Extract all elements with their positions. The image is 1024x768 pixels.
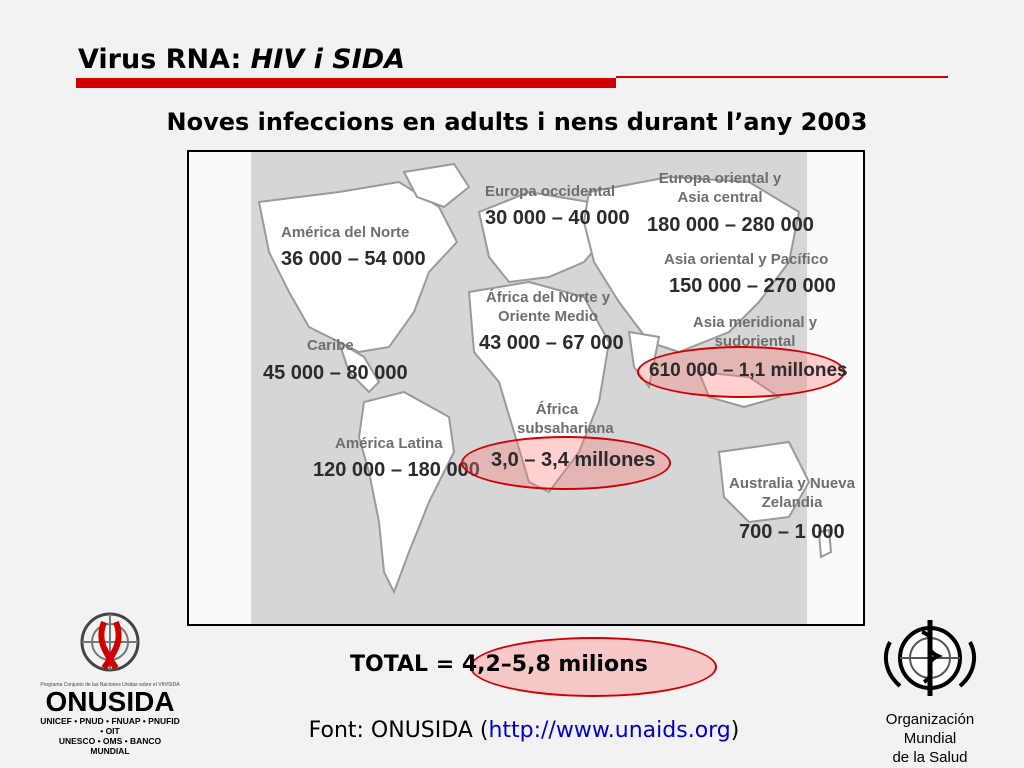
onusida-logo: Programa Conjunto de las Naciones Unidas… <box>40 608 180 756</box>
region-value-western-europe: 30 000 – 40 000 <box>485 207 630 229</box>
region-label-western-europe: Europa occidental <box>485 183 616 200</box>
who-name-line2: de la Salud <box>892 749 968 766</box>
onusida-name: ONUSIDA <box>45 686 175 717</box>
who-logo: Organización Mundial de la Salud <box>860 612 1000 767</box>
region-label-oceania: Australia y Nueva Zelandia <box>729 475 855 511</box>
region-label-eastern-europe: Europa oriental y Asia central <box>658 170 782 206</box>
onusida-small-text: Programa Conjunto de las Naciones Unidas… <box>40 682 180 688</box>
title-underline-thin <box>616 76 948 78</box>
onusida-emblem-icon <box>80 612 140 672</box>
who-emblem-icon <box>883 620 977 696</box>
world-map: América del Norte 36 000 – 54 000 Europa… <box>187 150 865 626</box>
source-link[interactable]: http://www.unaids.org <box>488 718 731 743</box>
region-value-north-america: 36 000 – 54 000 <box>281 248 426 270</box>
title-prefix: Virus RNA: <box>78 44 251 75</box>
subtitle: Noves infeccions en adults i nens durant… <box>166 108 868 136</box>
slide-title: Virus RNA: HIV i SIDA <box>78 44 405 75</box>
total-highlight-ellipse <box>470 637 717 697</box>
highlight-ellipse-south-asia <box>637 346 845 398</box>
title-underline-thick <box>76 78 616 88</box>
onusida-agencies-2: UNESCO • OMS • BANCO MUNDIAL <box>58 736 162 756</box>
title-italic: HIV i SIDA <box>250 44 406 75</box>
region-value-oceania: 700 – 1 000 <box>739 521 845 543</box>
region-value-east-asia: 150 000 – 270 000 <box>669 275 836 297</box>
total-value: 4,2–5,8 milions <box>461 652 648 677</box>
source-prefix: Font: ONUSIDA ( <box>308 718 489 743</box>
region-label-caribbean: Caribe <box>307 337 354 354</box>
region-label-east-asia: Asia oriental y Pacífico <box>664 251 829 268</box>
region-label-north-africa: África del Norte y Oriente Medio <box>485 289 611 325</box>
region-value-south-asia: 610 000 – 1,1 millones <box>649 360 848 381</box>
region-value-eastern-europe: 180 000 – 280 000 <box>647 214 814 236</box>
onusida-agencies-1: UNICEF • PNUD • FNUAP • PNUFID • OIT <box>40 716 180 736</box>
source-citation: Font: ONUSIDA (http://www.unaids.org) <box>0 718 1024 743</box>
total-line: TOTAL = 4,2–5,8 milions <box>350 652 648 677</box>
who-name-line1: Organización Mundial <box>885 711 975 747</box>
total-label: TOTAL = <box>350 652 462 677</box>
region-label-latin-america: América Latina <box>335 435 443 452</box>
region-value-caribbean: 45 000 – 80 000 <box>263 362 408 384</box>
region-value-latin-america: 120 000 – 180 000 <box>313 459 480 481</box>
region-label-sub-saharan: África subsahariana <box>517 401 614 437</box>
highlight-ellipse-sub-saharan <box>461 436 671 490</box>
region-value-sub-saharan: 3,0 – 3,4 millones <box>491 449 656 471</box>
region-value-north-africa: 43 000 – 67 000 <box>479 332 624 354</box>
region-label-north-america: América del Norte <box>281 224 410 241</box>
source-suffix: ) <box>730 718 740 743</box>
